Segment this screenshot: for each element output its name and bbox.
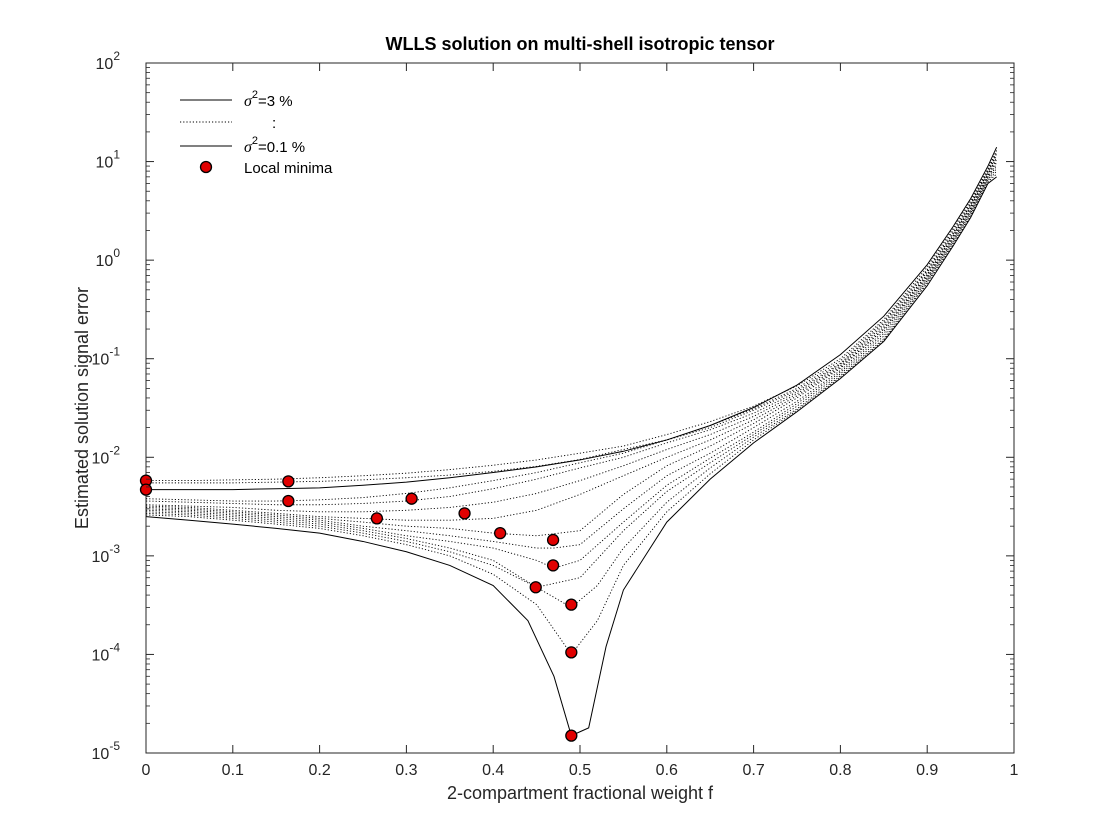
- x-tick-label: 0: [142, 762, 151, 779]
- local-minimum-marker-3: [282, 475, 295, 488]
- x-tick-label: 0.9: [916, 762, 938, 779]
- series-line-5: [145, 155, 998, 506]
- legend-label-2: :: [272, 115, 276, 132]
- local-minimum-marker-11: [529, 581, 542, 594]
- legend-marker: [199, 160, 213, 174]
- y-axis-label: Estimated solution signal error: [72, 287, 92, 529]
- y-tick-label: 102: [96, 49, 121, 73]
- marker-layer: [139, 474, 578, 742]
- x-tick-label: 0.2: [308, 762, 330, 779]
- y-tick-label: 10-1: [92, 345, 121, 369]
- y-tick-label: 10-4: [92, 640, 121, 664]
- series-line-1: [146, 146, 998, 491]
- legend: σ2=3 %: σ2=0.1 % Local minima: [180, 89, 333, 177]
- series-line-13: [145, 173, 997, 656]
- series-line-9: [145, 163, 998, 549]
- x-tick-label: 0.6: [656, 762, 678, 779]
- y-tick-label: 100: [96, 246, 121, 270]
- tick-layer: 0 0.1 0.2 0.3 0.4 0.5 0.6 0.7 0.8 0.9 1 10-5 10-4 10-…: [92, 49, 1019, 779]
- x-tick-label: 0.1: [222, 762, 244, 779]
- series-layer: [145, 146, 998, 737]
- plot-area: 0 0.1 0.2 0.3 0.4 0.5 0.6 0.7 0.8 0.9 1 10-5 10-4 10-…: [92, 49, 1019, 779]
- chart-title: WLLS solution on multi-shell isotropic t…: [386, 34, 775, 54]
- x-tick-label: 0.4: [482, 762, 504, 779]
- local-minimum-marker-12: [565, 598, 578, 611]
- local-minimum-marker-9: [546, 533, 560, 547]
- local-minimum-marker-10: [546, 559, 560, 572]
- plot-frame: [145, 62, 1015, 754]
- series-line-10: [145, 165, 998, 569]
- y-tick-label: 101: [96, 148, 121, 172]
- local-minimum-marker-13: [565, 646, 578, 659]
- x-axis-label: 2-compartment fractional weight f: [447, 783, 714, 803]
- x-tick-label: 0.7: [742, 762, 764, 779]
- y-tick-label: 10-3: [92, 542, 121, 566]
- local-minimum-marker-14: [565, 729, 578, 742]
- x-tick-label: 1: [1010, 762, 1019, 779]
- x-tick-label: 0.3: [395, 762, 417, 779]
- local-minimum-marker-5: [370, 512, 384, 525]
- y-tick-label: 10-2: [92, 443, 121, 467]
- legend-label-3: σ2=0.1 %: [244, 135, 305, 156]
- y-tick-label: 10-5: [92, 739, 121, 763]
- local-minimum-marker-4: [282, 494, 295, 508]
- legend-label-4: Local minima: [244, 160, 333, 177]
- local-minimum-marker-8: [493, 526, 507, 540]
- x-tick-label: 0.8: [829, 762, 851, 779]
- x-tick-label: 0.5: [569, 762, 591, 779]
- series-line-7: [145, 159, 998, 521]
- local-minimum-marker-2: [139, 483, 153, 496]
- series-line-14: [145, 176, 997, 737]
- local-minimum-marker-7: [458, 507, 471, 520]
- series-line-12: [145, 170, 997, 608]
- local-minimum-marker-6: [405, 492, 418, 505]
- legend-label-1: σ2=3 %: [244, 89, 293, 110]
